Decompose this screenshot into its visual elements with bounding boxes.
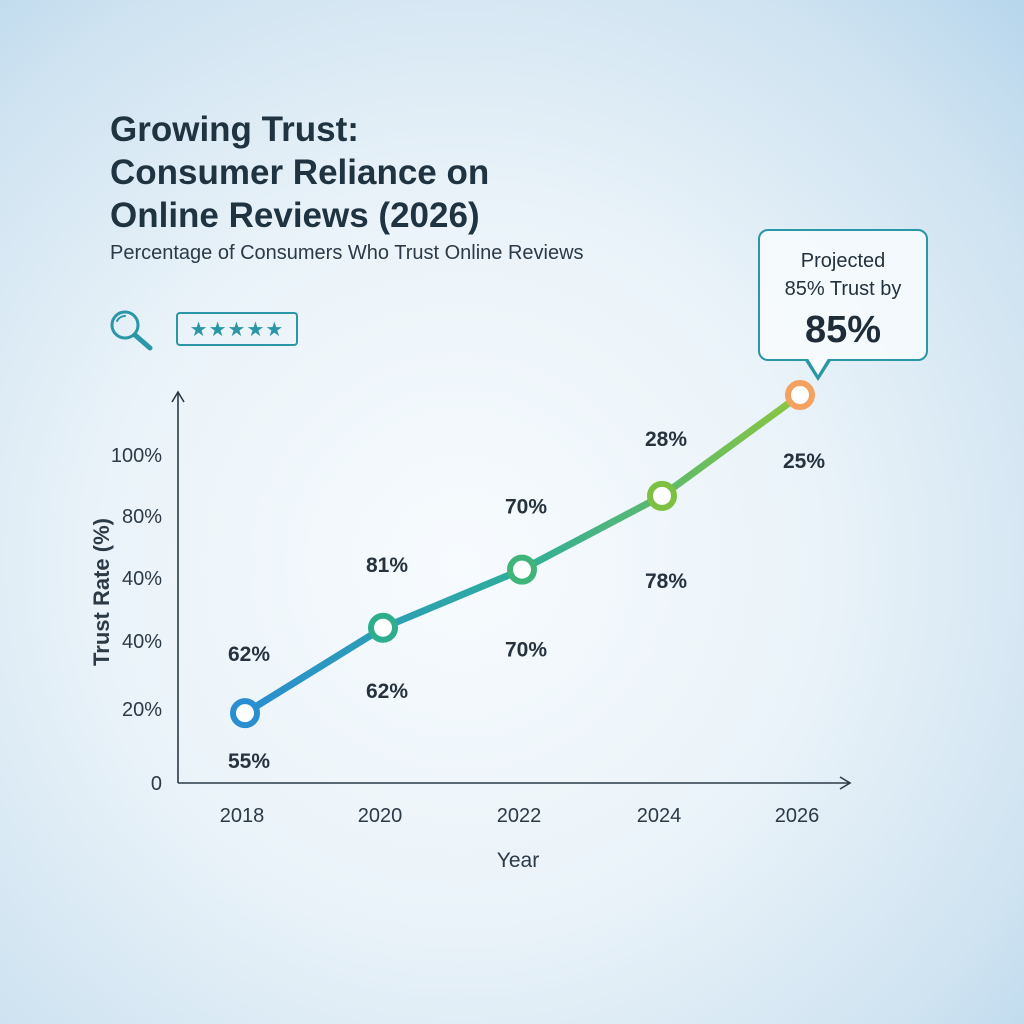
y-tick-label: 40% xyxy=(122,568,162,590)
y-tick-label: 40% xyxy=(122,631,162,653)
y-tick-label: 0 xyxy=(151,773,162,795)
x-axis-arrow xyxy=(839,776,852,790)
series-line xyxy=(241,391,804,717)
data-label: 70% xyxy=(505,639,547,662)
chart-title: Growing Trust: Consumer Reliance on Onli… xyxy=(110,110,490,235)
callout-pointer xyxy=(804,357,832,381)
star-rating-badge: ★★★★★ xyxy=(176,312,298,346)
data-label: 78% xyxy=(645,570,687,593)
data-labels: 55% 62% 81% 62% 70% 70% 28% 78% 25% xyxy=(228,428,825,773)
y-tick-label: 20% xyxy=(122,699,162,721)
x-tick-label: 2024 xyxy=(637,805,682,827)
x-axis-ticks: 2018 2020 2022 2024 2026 xyxy=(220,805,820,827)
callout-value: 85% xyxy=(804,309,882,351)
data-label: 55% xyxy=(228,750,270,773)
data-label: 25% xyxy=(783,450,825,473)
data-label: 28% xyxy=(645,428,687,451)
chart-axes xyxy=(171,390,852,790)
y-tick-label: 100% xyxy=(111,445,162,467)
projection-callout: Projected 85% Trust by 85% xyxy=(758,229,928,361)
data-point-marker xyxy=(507,554,537,585)
y-axis-title: Trust Rate (%) xyxy=(89,518,114,666)
search-icon xyxy=(110,310,153,351)
callout-text: Projected 85% Trust by xyxy=(784,250,902,300)
x-tick-label: 2026 xyxy=(775,805,820,827)
trust-rate-line xyxy=(241,391,804,717)
data-point-marker xyxy=(647,480,677,511)
y-axis-arrow xyxy=(171,390,185,403)
data-label: 70% xyxy=(505,496,547,519)
data-label: 62% xyxy=(366,680,408,703)
x-tick-label: 2020 xyxy=(358,805,403,827)
y-axis-ticks: 0 20% 40% 40% 80% 100% xyxy=(111,445,162,795)
data-label: 62% xyxy=(228,643,270,666)
data-point-marker xyxy=(230,698,260,729)
x-axis-title: Year xyxy=(497,849,539,872)
data-points xyxy=(230,380,815,729)
y-tick-label: 80% xyxy=(122,506,162,528)
x-tick-label: 2022 xyxy=(497,805,542,827)
data-label: 81% xyxy=(366,554,408,577)
chart-subtitle: Percentage of Consumers Who Trust Online… xyxy=(110,242,584,264)
data-point-marker xyxy=(368,612,398,643)
x-tick-label: 2018 xyxy=(220,805,265,827)
data-point-marker xyxy=(785,380,815,410)
